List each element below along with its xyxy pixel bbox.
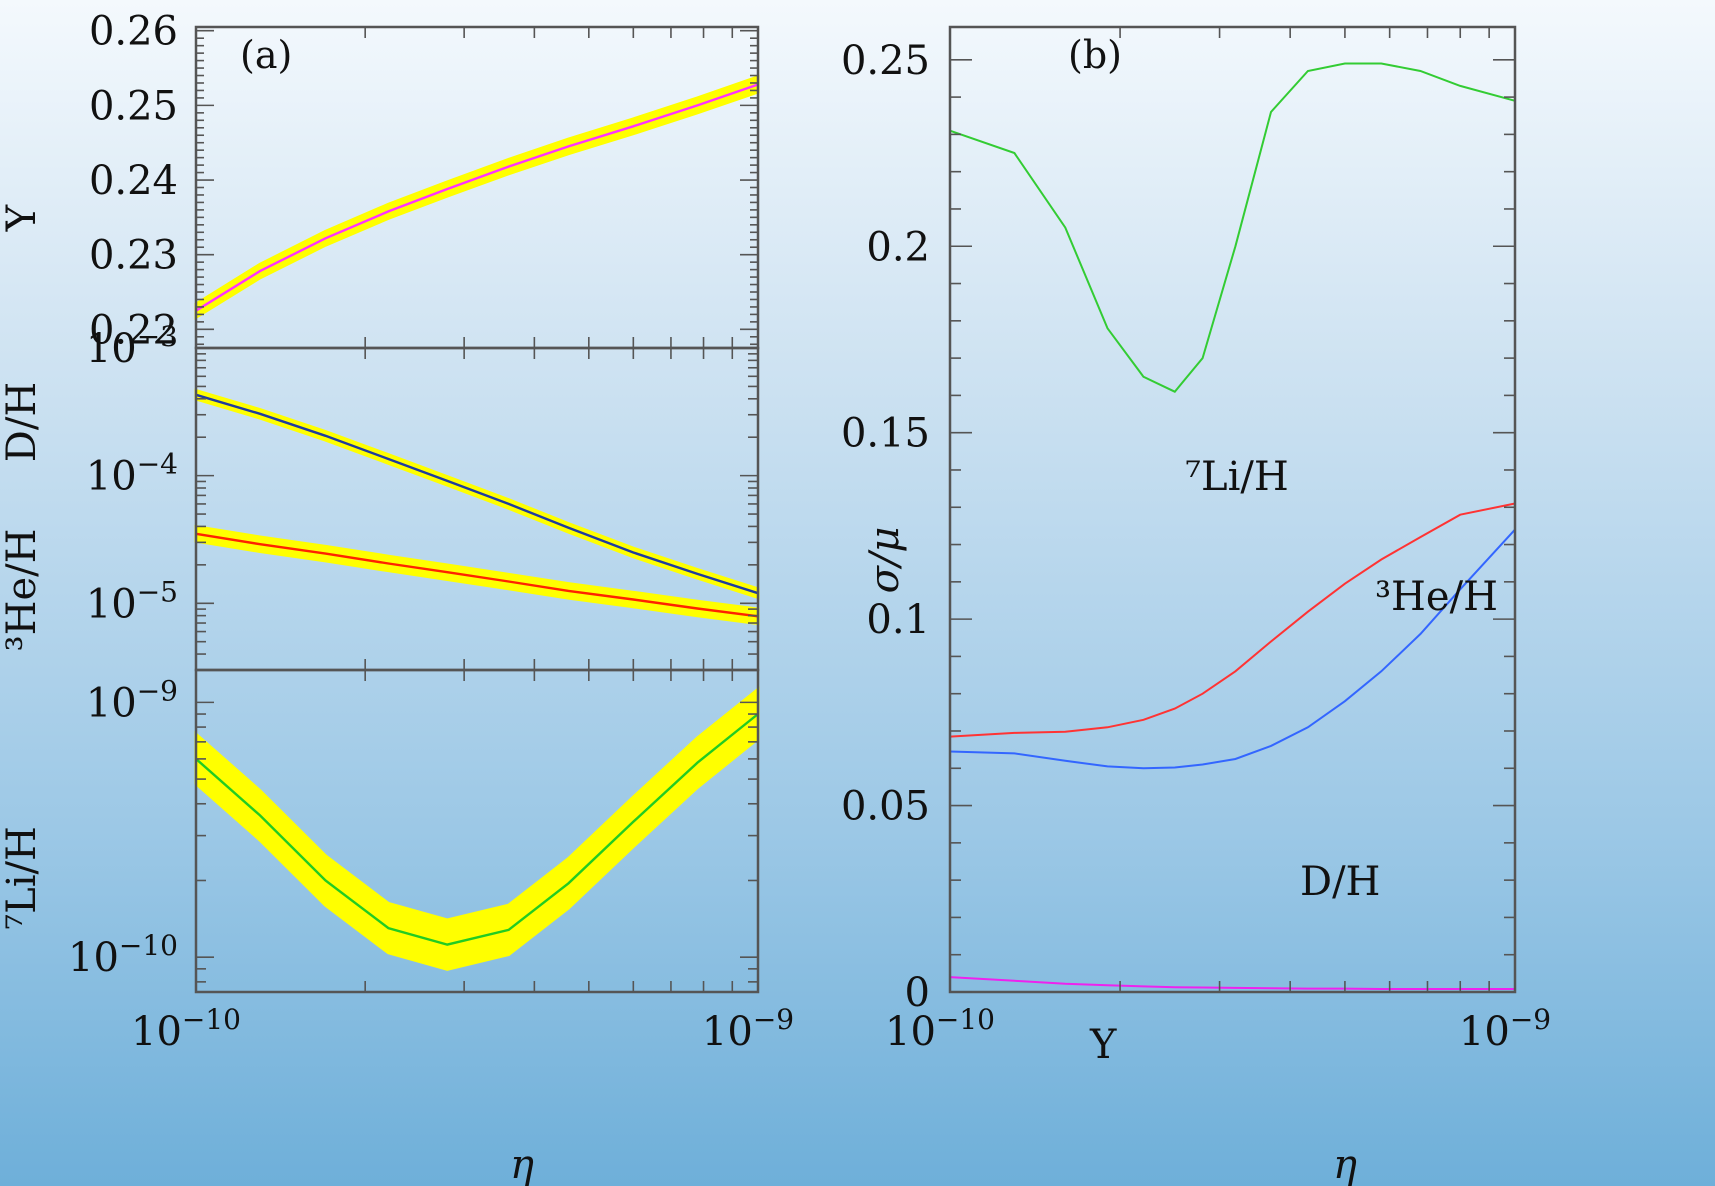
y-tick-label: 0.25 [89, 83, 178, 129]
series-line-0 [949, 62, 1516, 393]
y-tick-label: 0 [905, 970, 930, 1016]
y-tick-label: 0.22 [89, 307, 178, 353]
panel-b: 0 0.05 0.1 0.15 0.2 0.25 10−10 10−9 (b) σ/μ η ⁷… [841, 25, 1551, 1186]
panel-b-plot: 0 0.05 0.1 0.15 0.2 0.25 10−10 10−9 [841, 25, 1551, 1055]
y-tick-label: 0.24 [89, 158, 178, 204]
y-axis-label-b: σ/μ [862, 527, 908, 594]
annotation-lithium7: ⁷Li/H [1185, 454, 1289, 500]
y-tick-label: 0.15 [841, 411, 930, 457]
y-tick-label: 10−9 [86, 674, 178, 726]
series-line-0-0 [195, 83, 759, 312]
y-tick-label: 10−10 [68, 929, 178, 981]
y-tick-label: 0.05 [841, 784, 930, 830]
x-tick-label-b: 10−10 [885, 1003, 995, 1055]
y-axis-label-helium3: ³He/H [0, 529, 45, 652]
annotation-deuterium: D/H [1300, 859, 1380, 905]
panel-a-label: (a) [240, 33, 292, 77]
subplot-frame-1 [194, 346, 760, 672]
y-axis-label-helium: Y [0, 204, 45, 232]
y-axis-label-lithium7: ⁷Li/H [0, 826, 45, 930]
series-line-1-0 [195, 393, 759, 595]
series-line-1-1 [195, 532, 759, 618]
annotation-helium3: ³He/H [1375, 574, 1498, 620]
series-line-3 [949, 976, 1515, 990]
y-tick-label: 0.23 [89, 233, 178, 279]
y-tick-label: 10−4 [86, 448, 178, 500]
panel-a-deuterium-helium3-plot: 10−3 10−4 10−5 [86, 320, 760, 672]
series-line-2 [949, 528, 1516, 770]
subplot-frame-2 [194, 668, 760, 994]
y-axis-label-deuterium: D/H [0, 382, 45, 462]
x-tick-label-a: 10−9 [702, 1003, 794, 1055]
x-tick-label-a: 10−10 [131, 1003, 241, 1055]
y-tick-label: 10−5 [86, 575, 178, 627]
annotation-helium: Y [1089, 1022, 1117, 1068]
y-tick-label: 0.1 [866, 597, 930, 643]
y-tick-label: 0.2 [866, 224, 930, 270]
y-tick-label: 10−3 [86, 320, 178, 372]
series-line-1 [949, 502, 1516, 738]
panel-a: 0.220.230.240.250.26 10−310−410−5 10−910… [0, 9, 794, 1186]
panel-a-x-ticks: 10−10 10−9 [131, 1003, 794, 1055]
y-tick-label: 0.26 [89, 9, 178, 55]
panel-a-lithium-plot: 10−9 10−10 [68, 668, 760, 994]
panel-a-helium-plot: 0.22 0.23 0.24 0.25 0.26 [89, 9, 760, 353]
uncertainty-band-1-1 [194, 524, 760, 626]
x-axis-label-b: η [1333, 1142, 1357, 1186]
uncertainty-band-2-0 [194, 686, 760, 971]
x-axis-label-a: η [510, 1142, 534, 1186]
panel-b-label: (b) [1068, 33, 1122, 77]
series-line-2-0 [195, 713, 759, 946]
panel-b-frame [948, 25, 1517, 994]
y-tick-label: 0.25 [841, 38, 930, 84]
x-tick-label-b: 10−9 [1459, 1003, 1551, 1055]
